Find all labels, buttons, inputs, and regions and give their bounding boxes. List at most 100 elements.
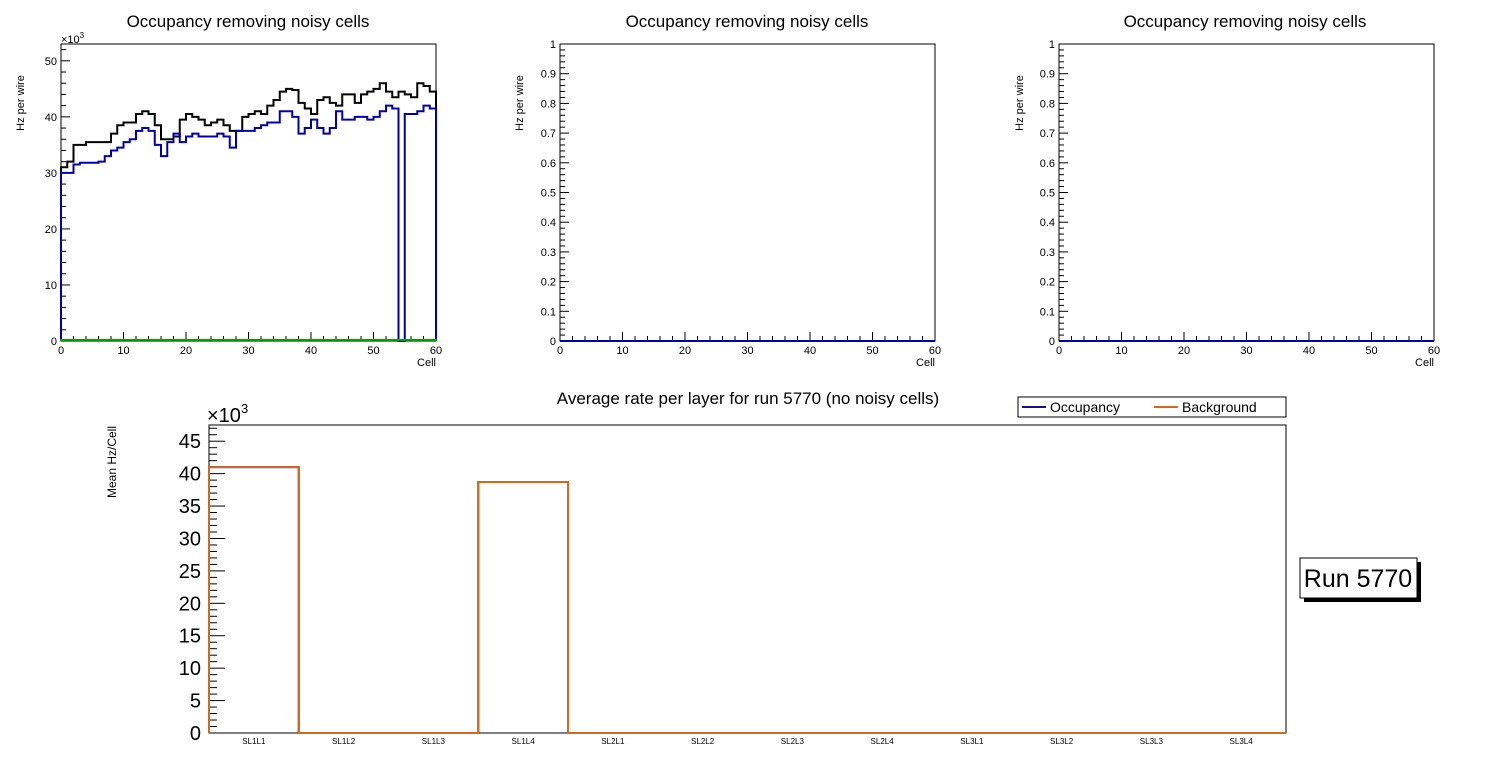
- y-tick-label: 0.1: [541, 306, 556, 318]
- y-tick-label: 1: [550, 39, 556, 51]
- x-tick-label: 60: [430, 345, 442, 357]
- x-tick-label: 20: [679, 345, 691, 357]
- y-tick-label: 25: [179, 561, 201, 583]
- x-tick-label: 40: [305, 345, 317, 357]
- x-tick-label: 40: [804, 345, 816, 357]
- panel-occupancy-2: Occupancy removing noisy cells Cell Hz p…: [514, 12, 941, 369]
- y-tick-label: 0.5: [1040, 188, 1055, 200]
- legend-background-label: Background: [1182, 399, 1257, 415]
- category-label: SL3L3: [1140, 737, 1164, 746]
- series-blue-line: [60, 104, 437, 342]
- x-tick-label: 10: [616, 345, 628, 357]
- y-tick-label: 35: [179, 496, 201, 518]
- x-tick-label: 10: [1115, 345, 1127, 357]
- x-tick-label: 30: [1240, 345, 1252, 357]
- panel-1-series: [60, 82, 437, 342]
- y-tick-label: 0.6: [541, 158, 556, 170]
- y-tick-label: 0: [1049, 336, 1055, 348]
- y-tick-label: 0.8: [1040, 98, 1055, 110]
- panel-1-y-multiplier: ×103: [61, 31, 85, 46]
- panel-3-x-axis-label: Cell: [1415, 357, 1434, 369]
- y-tick-label: 50: [45, 56, 57, 68]
- y-tick-label: 0: [190, 723, 201, 745]
- y-tick-label: 0.5: [541, 188, 556, 200]
- x-tick-label: 20: [180, 345, 192, 357]
- category-label: SL2L1: [601, 737, 625, 746]
- y-tick-label: 0.3: [1040, 247, 1055, 259]
- y-tick-label: 30: [179, 528, 201, 550]
- y-tick-label: 0.1: [1040, 306, 1055, 318]
- category-label: SL3L4: [1230, 737, 1254, 746]
- category-label: SL3L1: [960, 737, 984, 746]
- series-green-line: [60, 338, 437, 341]
- run-label-box: Run 5770: [1299, 557, 1421, 602]
- panel-occupancy-1: Occupancy removing noisy cells Cell Hz p…: [15, 12, 442, 369]
- category-label: SL2L2: [691, 737, 715, 746]
- panel-occupancy-3: Occupancy removing noisy cells Cell Hz p…: [1014, 12, 1440, 369]
- y-tick-label: 0.3: [541, 247, 556, 259]
- x-tick-label: 0: [58, 345, 64, 357]
- panel-3-y-axis-label: Hz per wire: [1014, 75, 1026, 131]
- category-label: SL3L2: [1050, 737, 1074, 746]
- y-tick-label: 0: [51, 336, 57, 348]
- x-tick-label: 60: [1428, 345, 1440, 357]
- bottom-ticks: 0 5 10 15 20 25 30 35 40 45 SL1L1 SL1L2 SL1L3 SL1L4 SL…: [179, 427, 1254, 746]
- legend-occupancy-label: Occupancy: [1050, 399, 1120, 415]
- legend: Occupancy Background: [1017, 396, 1287, 418]
- bottom-y-multiplier: ×103: [207, 401, 248, 427]
- category-label: SL1L4: [512, 737, 536, 746]
- category-label: SL2L4: [871, 737, 895, 746]
- category-label: SL1L2: [332, 737, 356, 746]
- x-tick-label: 10: [117, 345, 129, 357]
- y-tick-label: 1: [1049, 39, 1055, 51]
- x-tick-label: 30: [741, 345, 753, 357]
- panel-1-y-axis-label: Hz per wire: [15, 75, 27, 131]
- panel-1-ticks: 0 10 20 30 40 50 60 0 10 20 30 40 50: [45, 49, 442, 357]
- x-tick-label: 50: [866, 345, 878, 357]
- y-tick-label: 10: [179, 658, 201, 680]
- y-tick-label: 0.6: [1040, 158, 1055, 170]
- panel-2-title: Occupancy removing noisy cells: [626, 12, 869, 31]
- bottom-y-axis-label: Mean Hz/Cell: [105, 426, 119, 498]
- y-tick-label: 5: [190, 691, 201, 713]
- run-label: Run 5770: [1304, 565, 1412, 593]
- x-tick-label: 50: [1365, 345, 1377, 357]
- y-tick-label: 0: [550, 336, 556, 348]
- run-box: [1299, 557, 1418, 599]
- x-tick-label: 60: [929, 345, 941, 357]
- series-black-line: [60, 82, 437, 341]
- panel-average-rate: Average rate per layer for run 5770 (no …: [105, 389, 1287, 746]
- panel-3-ticks: 0 10 20 30 40 50 60 0 0.1 0.2 0.3 0.4 0.5 0.6 0.7 0.8 0.…: [1040, 39, 1440, 357]
- y-tick-label: 20: [179, 593, 201, 615]
- y-tick-label: 0.9: [541, 69, 556, 81]
- y-tick-label: 0.2: [1040, 277, 1055, 289]
- bottom-series: [208, 466, 1286, 734]
- panel-2-x-axis-label: Cell: [916, 357, 935, 369]
- y-tick-label: 0.9: [1040, 69, 1055, 81]
- y-tick-label: 40: [45, 112, 57, 124]
- x-tick-label: 40: [1303, 345, 1315, 357]
- y-tick-label: 15: [179, 626, 201, 648]
- series-background-line: [208, 466, 1286, 734]
- y-tick-label: 0.2: [541, 277, 556, 289]
- y-tick-label: 10: [45, 280, 57, 292]
- panel-1-title: Occupancy removing noisy cells: [127, 12, 370, 31]
- category-label: SL2L3: [781, 737, 805, 746]
- x-tick-label: 0: [557, 345, 563, 357]
- y-tick-label: 45: [179, 431, 201, 453]
- y-tick-label: 30: [45, 168, 57, 180]
- category-label: SL1L1: [242, 737, 266, 746]
- panel-2-y-axis-label: Hz per wire: [514, 75, 526, 131]
- x-tick-label: 0: [1056, 345, 1062, 357]
- y-tick-label: 0.4: [541, 217, 556, 229]
- legend-box: [1017, 396, 1287, 418]
- bottom-title: Average rate per layer for run 5770 (no …: [557, 389, 939, 408]
- x-tick-label: 50: [367, 345, 379, 357]
- y-tick-label: 0.4: [1040, 217, 1055, 229]
- panel-3-title: Occupancy removing noisy cells: [1124, 12, 1367, 31]
- y-tick-label: 40: [179, 464, 201, 486]
- x-tick-label: 20: [1178, 345, 1190, 357]
- panel-1-x-axis-label: Cell: [417, 357, 436, 369]
